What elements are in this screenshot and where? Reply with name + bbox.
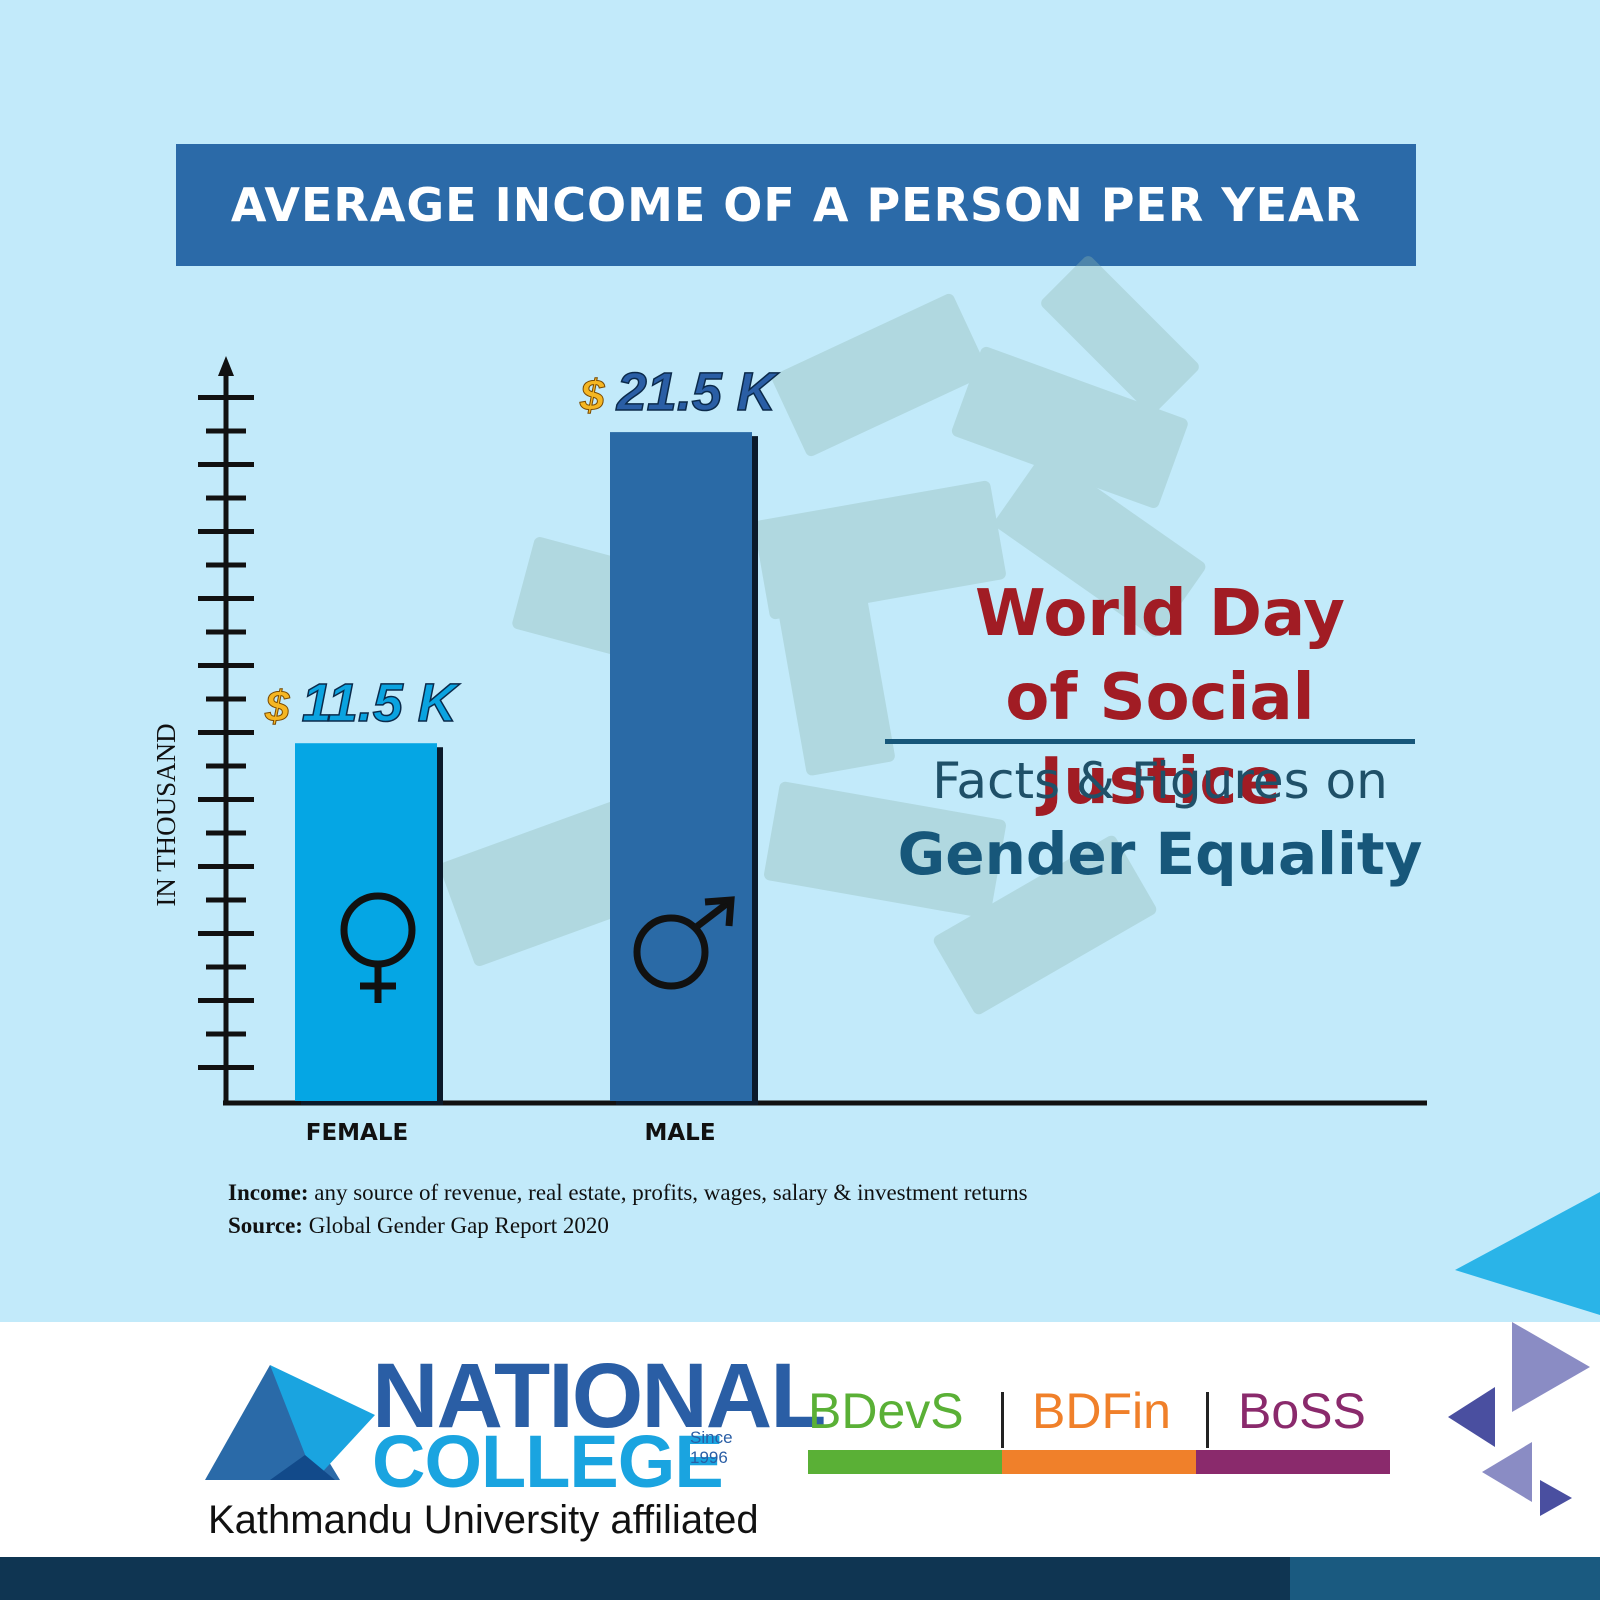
y-axis-arrow xyxy=(218,356,234,376)
decorative-triangles xyxy=(1455,1192,1600,1315)
source-note-text: Global Gender Gap Report 2020 xyxy=(302,1213,609,1238)
bar-female xyxy=(295,743,437,1101)
program-separator xyxy=(1206,1392,1209,1448)
male-symbol-arrowhead xyxy=(704,896,735,927)
bar-chart: IN THOUSAND $ 11.5 K $ 21.5 K FEMALE MALE xyxy=(151,256,1427,1146)
program-bar-bdfin xyxy=(1002,1450,1196,1474)
source-note: Source: Global Gender Gap Report 2020 xyxy=(228,1209,1028,1242)
program-bdevs: BDevS xyxy=(808,1383,964,1439)
bar-male xyxy=(610,432,752,1102)
subheadline-1: Facts & Figures on xyxy=(932,752,1388,810)
chart-title: AVERAGE INCOME OF A PERSON PER YEAR xyxy=(230,178,1362,232)
headline-divider xyxy=(885,739,1415,744)
headline-block: World Day of Social Justice xyxy=(880,572,1440,824)
triangle-shape xyxy=(1448,1387,1495,1447)
y-axis-ticks xyxy=(198,395,254,1070)
since-year: 1996 xyxy=(690,1448,728,1467)
triangle-shape xyxy=(1455,1192,1600,1315)
chart-title-bar: AVERAGE INCOME OF A PERSON PER YEAR xyxy=(176,144,1416,266)
since-label: Since xyxy=(690,1428,733,1447)
footer-triangles xyxy=(1448,1322,1590,1516)
college-name-line-1: NATIONAL xyxy=(372,1345,826,1447)
bars-group: $ 11.5 K $ 21.5 K xyxy=(264,361,781,1106)
headline-line-1: World Day xyxy=(975,577,1345,651)
male-symbol-icon xyxy=(633,896,735,990)
subheadline-2: Gender Equality xyxy=(897,820,1423,888)
triangle-shape xyxy=(1540,1480,1572,1516)
program-bar-bdevs xyxy=(808,1450,1002,1474)
income-note: Income: any source of revenue, real esta… xyxy=(228,1176,1028,1209)
female-symbol-icon xyxy=(340,892,416,1003)
college-logo-mark xyxy=(205,1365,375,1480)
x-tick-label-male: MALE xyxy=(644,1120,715,1146)
college-name-line-2: COLLEGE xyxy=(372,1420,724,1503)
data-label-male: $ 21.5 K xyxy=(579,362,780,422)
income-note-text: any source of revenue, real estate, prof… xyxy=(308,1180,1028,1205)
male-symbol-shaft xyxy=(692,899,732,931)
program-bdfin: BDFin xyxy=(1032,1383,1171,1439)
data-label-female: $ 11.5 K xyxy=(264,673,461,733)
program-bar-boss xyxy=(1196,1450,1390,1474)
male-symbol-ring xyxy=(633,914,709,990)
program-boss: BoSS xyxy=(1238,1383,1366,1439)
source-note-label: Source: xyxy=(228,1213,303,1238)
triangle-shape xyxy=(1482,1442,1532,1502)
affiliation-text: Kathmandu University affiliated xyxy=(208,1498,759,1542)
income-note-label: Income: xyxy=(228,1180,309,1205)
since-badge: Since 1996 xyxy=(690,1428,733,1468)
headline-line-2: of Social Justice xyxy=(1005,661,1315,819)
chart-notes: Income: any source of revenue, real esta… xyxy=(228,1176,1028,1242)
y-axis-label: IN THOUSAND xyxy=(151,723,181,906)
program-separator xyxy=(1001,1392,1004,1448)
triangle-shape xyxy=(1512,1322,1590,1412)
bottom-strip-accent xyxy=(1290,1557,1600,1600)
x-tick-label-female: FEMALE xyxy=(306,1120,408,1146)
